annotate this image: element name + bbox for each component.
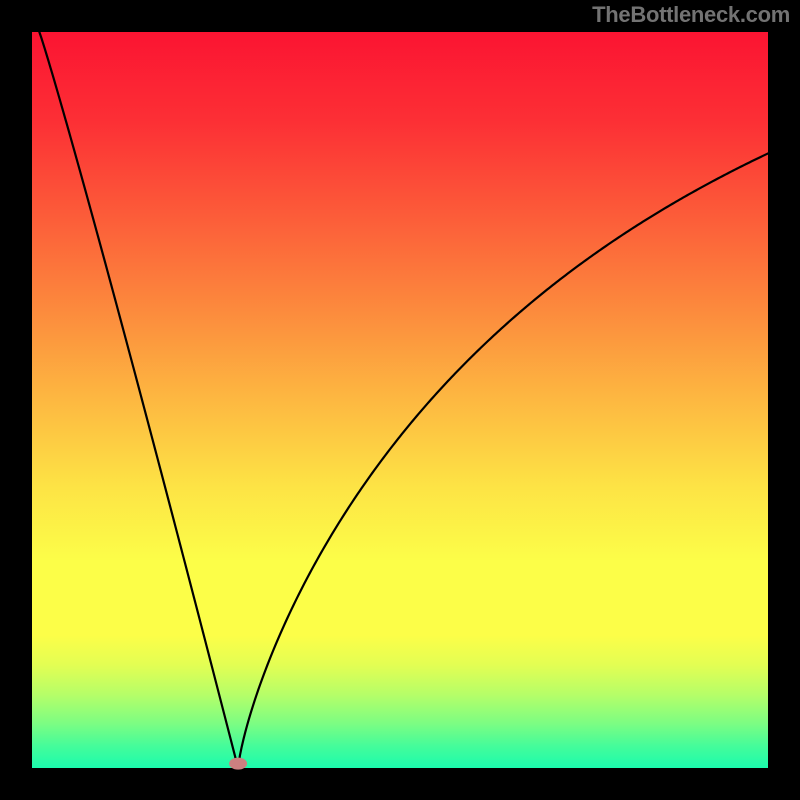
optimal-marker [229, 758, 247, 770]
watermark-text: TheBottleneck.com [592, 2, 790, 28]
bottleneck-chart [0, 0, 800, 800]
